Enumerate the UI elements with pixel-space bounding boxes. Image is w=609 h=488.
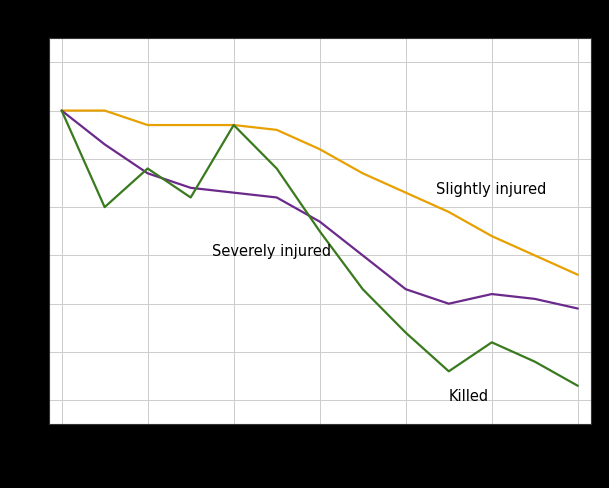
Text: Slightly injured: Slightly injured: [436, 181, 546, 196]
Text: Severely injured: Severely injured: [212, 244, 331, 259]
Text: Killed: Killed: [449, 388, 489, 404]
